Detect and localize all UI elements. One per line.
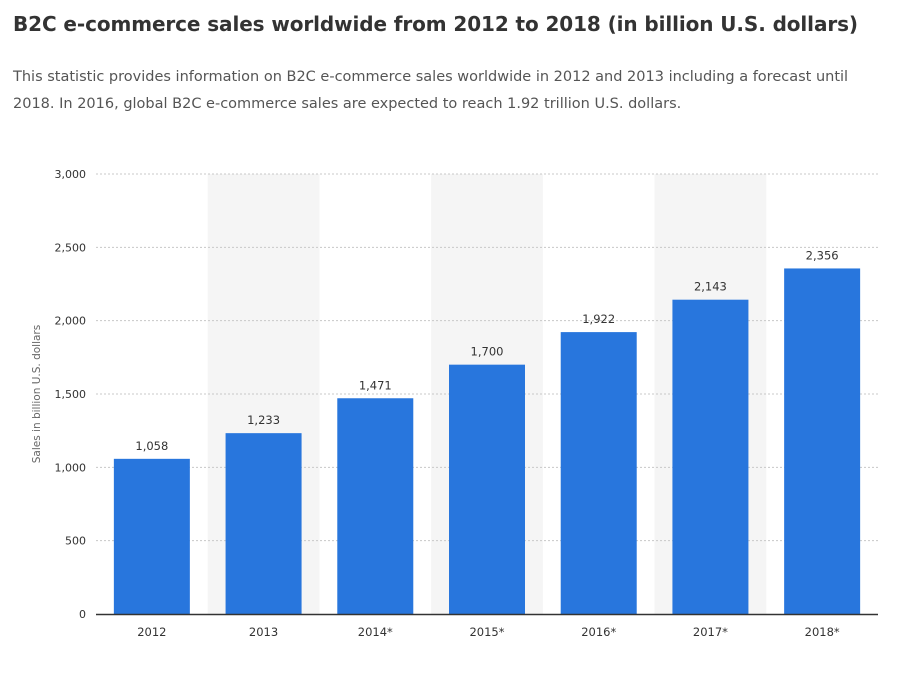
- x-axis-ticks: 2012 2013 2014* 2015* 2016* 2017* 2018*: [137, 625, 840, 639]
- page-title: B2C e-commerce sales worldwide from 2012…: [13, 12, 858, 36]
- bars: [113, 268, 861, 614]
- bar-2016: [560, 332, 637, 614]
- bar-2018: [784, 268, 861, 614]
- bar-2015: [449, 364, 525, 614]
- data-labels: 1,058 1,233 1,471 1,700 1,922 2,143 2,356: [135, 248, 838, 452]
- data-label: 2,356: [806, 248, 839, 262]
- bar-2014: [337, 398, 414, 614]
- x-tick-label: 2013: [249, 625, 278, 639]
- x-tick-label: 2012: [137, 625, 166, 639]
- y-tick-label: 1,500: [55, 388, 87, 401]
- x-tick-label: 2016*: [581, 625, 616, 639]
- y-tick-label: 500: [65, 535, 86, 548]
- bar-2012: [113, 458, 190, 614]
- data-label: 1,233: [247, 413, 280, 427]
- bar-2017: [672, 299, 749, 614]
- bar-2013: [225, 433, 302, 614]
- x-tick-label: 2018*: [805, 625, 840, 639]
- x-tick-label: 2015*: [469, 625, 504, 639]
- y-tick-label: 1,000: [55, 461, 87, 474]
- data-label: 1,922: [582, 312, 615, 326]
- data-label: 1,700: [471, 345, 504, 359]
- y-axis-ticks: 0 500 1,000 1,500 2,000 2,500 3,000: [55, 168, 87, 621]
- y-tick-label: 3,000: [55, 168, 87, 181]
- x-tick-label: 2017*: [693, 625, 728, 639]
- y-axis-title: Sales in billion U.S. dollars: [31, 325, 43, 463]
- y-tick-label: 2,000: [55, 315, 87, 328]
- y-tick-label: 2,500: [55, 241, 87, 254]
- y-tick-label: 0: [79, 608, 86, 621]
- data-label: 2,143: [694, 280, 727, 294]
- x-tick-label: 2014*: [358, 625, 393, 639]
- data-label: 1,471: [359, 378, 392, 392]
- page-description: This statistic provides information on B…: [13, 69, 849, 112]
- data-label: 1,058: [135, 439, 168, 453]
